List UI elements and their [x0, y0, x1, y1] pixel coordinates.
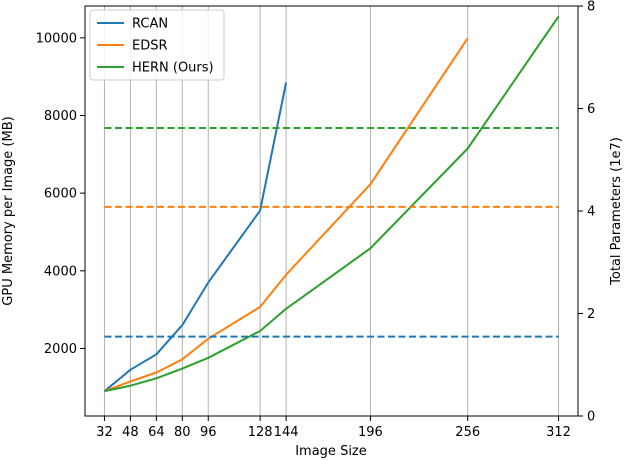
y-axis-right: 0 2 4 6 8: [578, 0, 595, 425]
x-tick-label: 96: [200, 425, 217, 440]
legend-label: RCAN: [132, 17, 168, 32]
y-axis-label: GPU Memory per Image (MB): [1, 116, 16, 305]
series-memory-line-2: [104, 15, 560, 393]
series-memory-line-1: [104, 37, 469, 393]
x-tick-label: 80: [174, 425, 191, 440]
y-tick-label: 8000: [44, 109, 77, 124]
y-tick-label: 2000: [44, 342, 77, 357]
legend-box: [89, 9, 225, 81]
series-memory-line-0: [103, 82, 288, 392]
legend-label: EDSR: [132, 39, 168, 54]
y-tick-label: 6000: [44, 187, 77, 202]
x-tick-label: 64: [148, 425, 165, 440]
x-tick-label: 312: [546, 425, 571, 440]
y2-tick-label: 2: [587, 307, 595, 322]
legend: RCAN EDSR HERN (Ours): [89, 9, 225, 81]
x-tick-label: 256: [455, 425, 480, 440]
x-axis: 32 48 64 80 96 128 144 196 256 312: [96, 416, 571, 440]
y2-tick-label: 6: [587, 102, 595, 117]
x-tick-label: 48: [122, 425, 139, 440]
y-axis-left: 2000 4000 6000 8000 10000: [36, 31, 85, 357]
x-tick-label: 128: [248, 425, 273, 440]
y-tick-label: 10000: [36, 31, 77, 46]
x-tick-label: 196: [358, 425, 383, 440]
x-axis-label: Image Size: [295, 444, 367, 459]
y2-tick-label: 4: [587, 205, 595, 220]
x-tick-label: 144: [274, 425, 299, 440]
y2-tick-label: 8: [587, 0, 595, 15]
x-tick-label: 32: [96, 425, 113, 440]
y2-axis-label: Total Parameters (1e7): [609, 137, 624, 286]
y2-tick-label: 0: [587, 410, 595, 425]
series-lines: [103, 15, 560, 393]
legend-label: HERN (Ours): [132, 61, 214, 76]
y-tick-label: 4000: [44, 264, 77, 279]
